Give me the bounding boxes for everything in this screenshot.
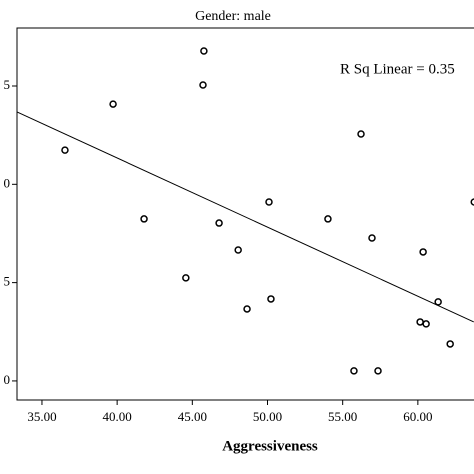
point <box>374 367 382 375</box>
x-tick-label: 55.00 <box>328 409 357 424</box>
point <box>109 100 117 108</box>
point <box>200 47 208 55</box>
y-tick-label: 5 <box>4 77 11 92</box>
point <box>267 295 275 303</box>
x-tick-label: 50.00 <box>253 409 282 424</box>
point <box>243 305 251 313</box>
point <box>446 340 454 348</box>
x-tick-label: 40.00 <box>103 409 132 424</box>
y-tick-label: 0 <box>4 175 11 190</box>
point <box>61 146 69 154</box>
annotation: R Sq Linear = 0.35 <box>340 61 455 77</box>
point <box>324 215 332 223</box>
point <box>140 215 148 223</box>
point <box>215 219 223 227</box>
point <box>234 246 242 254</box>
point <box>434 298 442 306</box>
point <box>470 198 474 206</box>
chart-title: Gender: male <box>195 9 271 24</box>
point <box>357 130 365 138</box>
y-tick-label: 0 <box>4 372 11 387</box>
fit-line <box>16 111 474 323</box>
plot-frame <box>16 27 474 401</box>
point <box>350 367 358 375</box>
point <box>422 320 430 328</box>
point <box>182 274 190 282</box>
y-tick-label: 5 <box>4 274 11 289</box>
point <box>368 234 376 242</box>
x-tick-label: 35.00 <box>27 409 56 424</box>
x-tick-label: 45.00 <box>178 409 207 424</box>
x-axis-label: Aggressiveness <box>222 438 318 454</box>
point <box>419 248 427 256</box>
point <box>199 81 207 89</box>
point <box>265 198 273 206</box>
x-tick-label: 60.00 <box>403 409 432 424</box>
